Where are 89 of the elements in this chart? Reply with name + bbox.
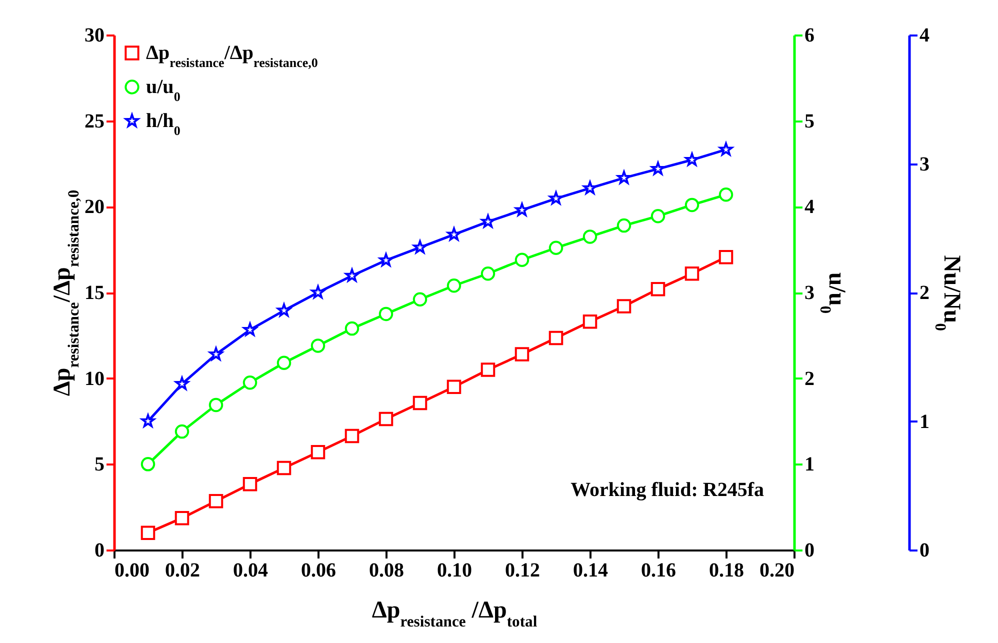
point	[719, 142, 733, 156]
point	[718, 250, 734, 264]
x-tick-label: 0.02	[165, 560, 200, 582]
point	[310, 338, 326, 353]
point	[650, 208, 666, 224]
point	[175, 376, 189, 390]
legend-label: h/h$_{0}$	[146, 110, 180, 138]
point	[616, 299, 632, 314]
point	[311, 285, 325, 298]
x-tick-label: 0.18	[709, 560, 744, 582]
y-tick-label: 30	[84, 24, 104, 46]
point	[549, 191, 563, 204]
x-tick-label: 0.10	[437, 560, 472, 582]
point	[140, 457, 156, 472]
point	[378, 412, 394, 426]
y2-tick-label: 5	[804, 110, 814, 132]
y-tick-label: 25	[84, 110, 104, 132]
point	[616, 218, 632, 233]
legend-label: Δp$_{resistance}$/Δp$_{resistance,0}$	[146, 42, 318, 70]
point	[684, 266, 700, 281]
point	[480, 362, 496, 377]
legend-label: u/u$_{0}$	[146, 76, 180, 104]
point	[242, 476, 258, 492]
y-tick-label: 15	[84, 282, 104, 304]
point	[480, 266, 496, 281]
point	[548, 240, 564, 255]
y3-tick-label: 4	[920, 24, 930, 46]
point	[174, 510, 190, 526]
point	[718, 188, 734, 202]
y3-tick-label: 2	[920, 282, 930, 304]
y-tick-label: 5	[94, 454, 104, 476]
y3-tick-label: 0	[920, 540, 930, 562]
point	[277, 303, 291, 316]
point	[379, 253, 393, 266]
point	[412, 292, 428, 306]
point	[344, 428, 360, 444]
x-tick-label: 0.06	[301, 560, 336, 582]
point	[243, 322, 257, 336]
y-tick-label: 10	[84, 368, 104, 390]
point	[650, 282, 666, 296]
point	[174, 424, 190, 439]
point	[617, 170, 631, 184]
point	[583, 181, 597, 194]
y2-tick-label: 6	[804, 24, 814, 46]
point	[685, 152, 699, 166]
y2-tick-label: 1	[804, 454, 814, 476]
y2-tick-label: 3	[804, 282, 814, 304]
point	[684, 198, 700, 212]
x-tick-label: 0.16	[641, 560, 676, 582]
point	[140, 526, 156, 540]
x-tick-label: 0.12	[505, 560, 540, 582]
y-tick-label: 0	[94, 540, 104, 562]
point	[481, 214, 495, 228]
y3-tick-label: 3	[920, 153, 930, 176]
y3-tick-label: 1	[920, 410, 930, 433]
x-tick-label: 0.20	[760, 560, 794, 582]
point	[208, 398, 224, 412]
point	[412, 396, 428, 410]
annotation: Working fluid: R245fa	[570, 479, 764, 501]
y2-tick-label: 2	[804, 368, 814, 390]
point	[378, 306, 394, 322]
point	[242, 376, 258, 390]
x-tick-label: 0.00	[114, 560, 150, 582]
point	[344, 321, 360, 336]
point	[447, 227, 461, 241]
point	[515, 202, 529, 216]
y-tick-label: 20	[84, 196, 104, 218]
point	[276, 356, 292, 370]
x-tick-label: 0.08	[369, 560, 404, 582]
x-axis-title: Δp$_{resistance}$ /Δp$_{total}$	[372, 598, 538, 630]
point	[514, 347, 530, 362]
point	[208, 494, 224, 508]
point	[310, 445, 326, 460]
y2-tick-label: 4	[804, 196, 814, 218]
point	[276, 460, 292, 476]
point	[651, 162, 665, 175]
point	[345, 268, 359, 282]
point	[141, 414, 155, 428]
point	[514, 252, 530, 267]
point	[582, 230, 598, 244]
point	[582, 314, 598, 329]
x-tick-label: 0.04	[233, 560, 268, 582]
point	[548, 330, 564, 346]
point	[446, 278, 462, 293]
point	[209, 347, 223, 360]
point	[446, 380, 462, 394]
y2-tick-label: 0	[804, 540, 814, 562]
point	[413, 240, 427, 254]
x-tick-label: 0.14	[573, 560, 608, 582]
